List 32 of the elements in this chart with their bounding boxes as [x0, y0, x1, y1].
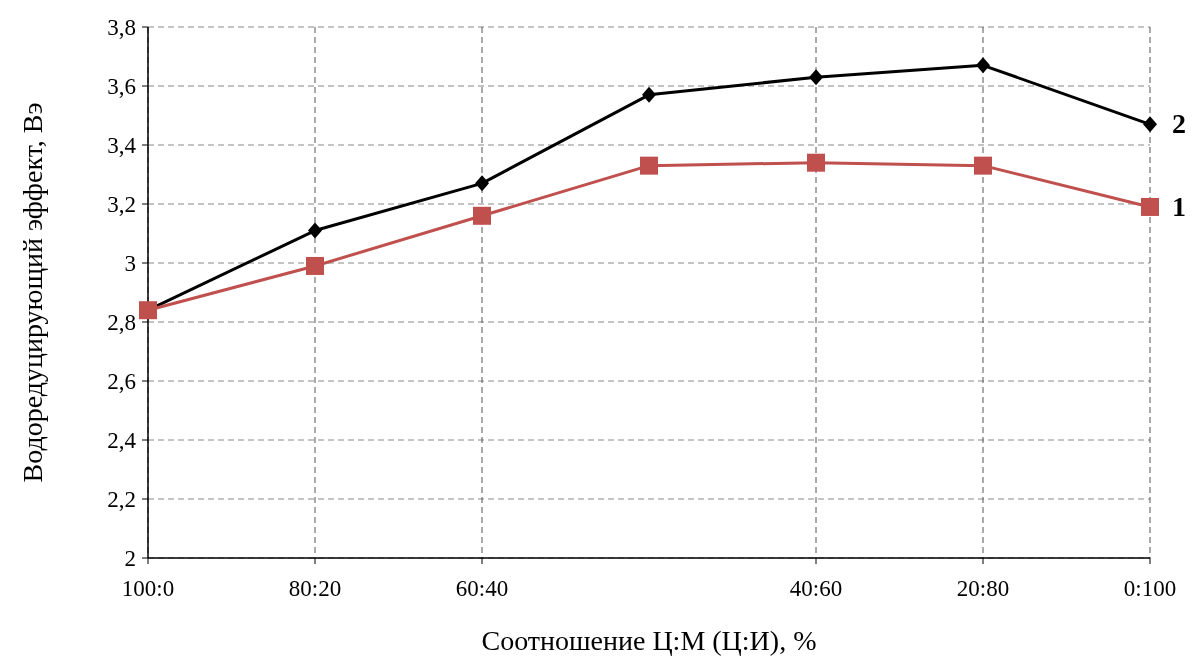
x-tick-label: 80:20	[288, 576, 342, 601]
x-tick-label: 40:60	[789, 576, 843, 601]
x-axis-title: Соотношение Ц:М (Ц:И), %	[481, 625, 817, 656]
y-tick-label: 3,8	[107, 15, 136, 40]
y-tick-label: 2,6	[107, 369, 136, 394]
point	[1143, 116, 1157, 133]
x-tick-label: 100:0	[121, 576, 175, 601]
y-tick-label: 2,8	[107, 310, 136, 335]
point	[306, 256, 324, 275]
point	[809, 69, 823, 86]
point	[1141, 197, 1159, 216]
point	[473, 206, 491, 225]
point	[642, 86, 656, 103]
y-tick-label: 3	[124, 251, 136, 276]
y-tick-label: 2,2	[107, 487, 136, 512]
y-axis-title: Водоредуцирующий эффект, Вэ	[17, 102, 48, 483]
x-tick-label: 60:40	[455, 576, 509, 601]
point	[976, 57, 990, 74]
point	[974, 156, 992, 175]
series-label: 2	[1172, 108, 1186, 140]
series-label: 1	[1172, 190, 1186, 222]
point	[308, 222, 322, 239]
y-tick-label: 3,6	[107, 74, 136, 99]
y-tick-label: 2	[124, 546, 136, 571]
y-tick-label: 3,4	[107, 133, 137, 158]
y-tick-label: 3,2	[107, 192, 136, 217]
point	[475, 175, 489, 192]
point	[640, 156, 658, 175]
x-tick-label: 0:100	[1123, 576, 1177, 601]
point	[807, 153, 825, 172]
x-tick-label: 20:80	[956, 576, 1010, 601]
y-tick-label: 2,4	[107, 428, 137, 453]
